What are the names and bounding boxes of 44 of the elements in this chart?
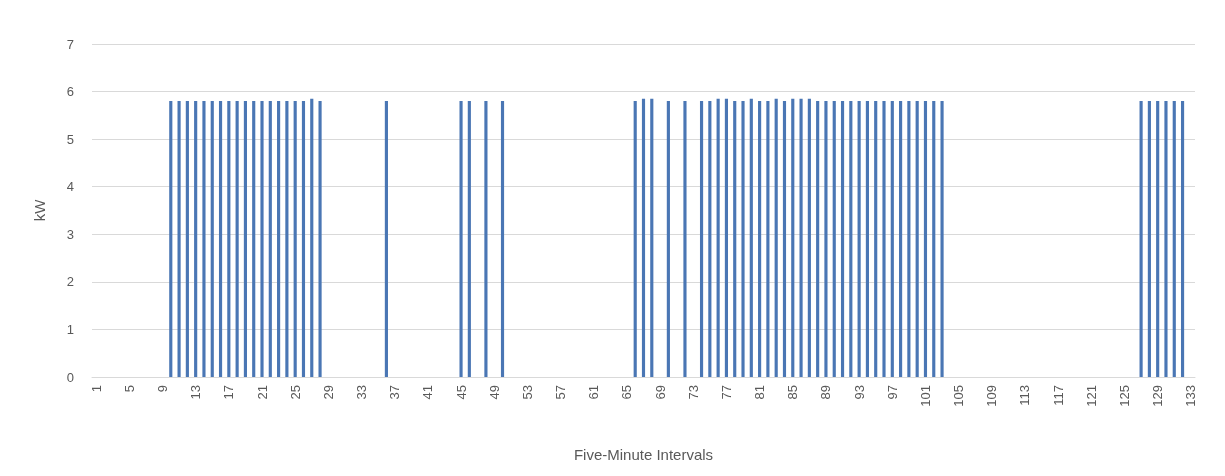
x-tick-label: 101 [917, 385, 933, 407]
x-tick-label: 37 [387, 385, 403, 400]
x-tick-label: 129 [1150, 385, 1166, 407]
x-tick-label: 29 [320, 385, 336, 400]
y-tick-label: 5 [66, 131, 74, 147]
x-tick-label: 49 [486, 385, 502, 400]
x-tick-label: 97 [884, 385, 900, 400]
x-tick-label: 93 [851, 385, 867, 400]
y-tick-label: 3 [66, 226, 74, 242]
x-tick-label: 33 [354, 385, 370, 400]
x-tick-label: 17 [221, 385, 237, 400]
y-tick-label: 6 [66, 84, 74, 100]
x-axis-title: Five-Minute Intervals [573, 446, 714, 463]
x-tick-label: 13 [188, 385, 204, 400]
x-tick-label: 5 [121, 385, 137, 393]
x-tick-label: 9 [154, 385, 170, 393]
x-tick-label: 89 [818, 385, 834, 400]
x-tick-label: 21 [254, 385, 270, 400]
x-tick-label: 61 [586, 385, 602, 400]
y-tick-label: 1 [66, 321, 74, 337]
x-tick-label: 53 [519, 385, 535, 400]
x-tick-label: 45 [453, 385, 469, 400]
y-tick-label: 7 [66, 36, 74, 52]
x-tick-label: 57 [553, 385, 569, 400]
y-tick-label: 4 [66, 179, 74, 195]
x-tick-label: 121 [1083, 385, 1099, 407]
x-tick-label: 1 [88, 385, 104, 393]
x-tick-label: 133 [1183, 385, 1199, 407]
x-tick-label: 65 [619, 385, 635, 400]
x-tick-label: 109 [984, 385, 1000, 407]
x-tick-label: 113 [1017, 385, 1033, 406]
x-tick-label: 77 [718, 385, 734, 400]
y-axis-title: kW [31, 198, 48, 222]
x-tick-label: 125 [1117, 385, 1133, 407]
y-tick-label: 0 [66, 369, 74, 385]
x-tick-label: 25 [287, 385, 303, 400]
x-tick-label: 41 [420, 385, 436, 400]
x-tick-label: 105 [951, 385, 967, 407]
x-tick-label: 117 [1050, 385, 1066, 406]
x-tick-label: 81 [752, 385, 768, 400]
x-tick-label: 69 [652, 385, 668, 400]
x-tick-label: 73 [685, 385, 701, 400]
y-tick-label: 2 [66, 274, 74, 290]
x-tick-label: 85 [785, 385, 801, 400]
